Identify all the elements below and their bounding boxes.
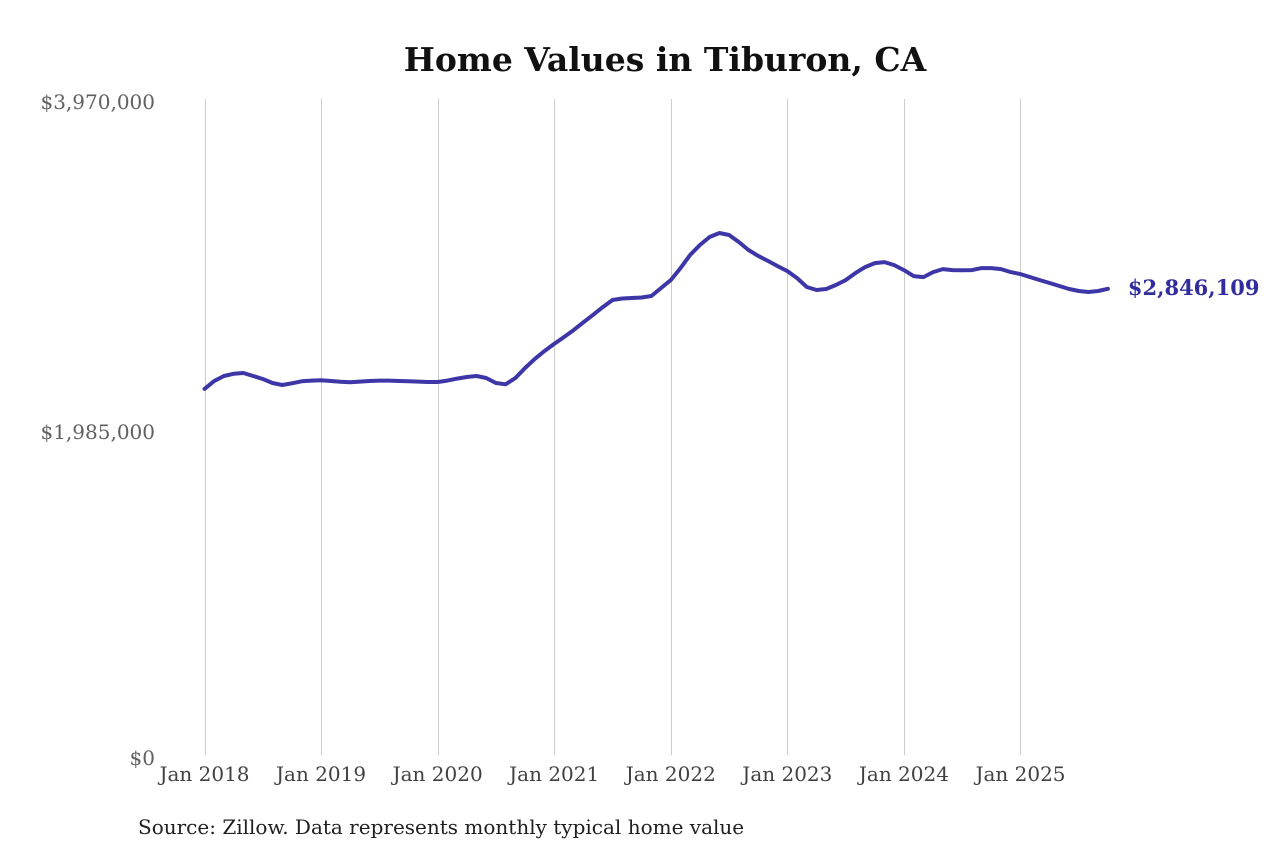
- x-axis-tick-label: Jan 2019: [276, 762, 367, 786]
- source-note: Source: Zillow. Data represents monthly …: [138, 815, 745, 839]
- x-axis-tick-label: Jan 2023: [742, 762, 833, 786]
- x-axis-tick-label: Jan 2020: [392, 762, 483, 786]
- x-axis-tick-label: Jan 2018: [159, 762, 250, 786]
- home-value-line-series: [202, 231, 1110, 391]
- latest-value-label: $2,846,109: [1127, 274, 1260, 300]
- y-axis-tick-label: $0: [129, 746, 155, 770]
- x-axis-tick-label: Jan 2021: [509, 762, 600, 786]
- y-axis-tick-label: $1,985,000: [40, 420, 155, 444]
- x-axis-tick-label: Jan 2024: [858, 762, 949, 786]
- x-axis-tick-label: Jan 2022: [625, 762, 716, 786]
- y-axis-tick-label: $3,970,000: [40, 90, 155, 114]
- vertical-gridlines: [205, 99, 1021, 755]
- chart-title: Home Values in Tiburon, CA: [403, 40, 927, 79]
- x-axis-tick-label: Jan 2025: [975, 762, 1066, 786]
